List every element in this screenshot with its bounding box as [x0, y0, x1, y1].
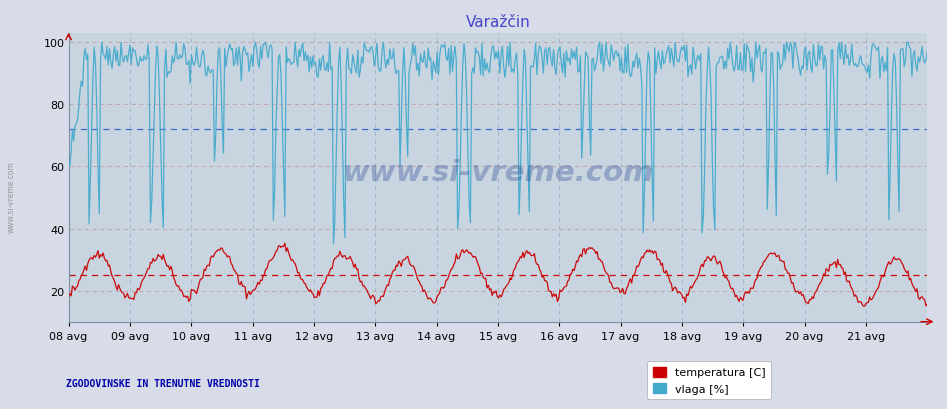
- Text: www.si-vreme.com: www.si-vreme.com: [342, 158, 653, 186]
- Text: ZGODOVINSKE IN TRENUTNE VREDNOSTI: ZGODOVINSKE IN TRENUTNE VREDNOSTI: [66, 378, 260, 389]
- Text: www.si-vreme.com: www.si-vreme.com: [7, 160, 16, 232]
- Title: Varažčin: Varažčin: [466, 15, 530, 30]
- Legend: temperatura [C], vlaga [%]: temperatura [C], vlaga [%]: [647, 361, 771, 399]
